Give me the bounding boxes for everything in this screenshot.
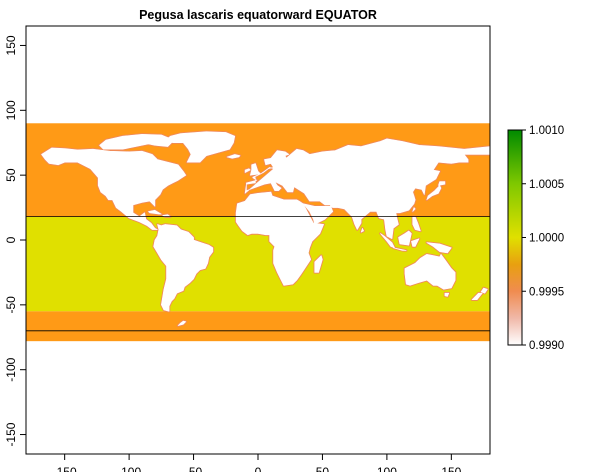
land-mass-4	[235, 191, 325, 286]
legend-tick-label-3: 1.0005	[529, 179, 564, 191]
land-mass-17	[438, 181, 446, 186]
y-tick-label-1: -100	[4, 357, 18, 381]
y-tick-label-4: 50	[4, 168, 18, 182]
x-tick-label-6: 150	[441, 465, 461, 472]
map-title: Pegusa lascaris equatorward EQUATOR	[139, 8, 377, 22]
land-mass-22	[148, 209, 162, 215]
y-tick-label-2: -50	[4, 296, 18, 314]
land-mass-24	[471, 292, 483, 301]
y-tick-label-6: 150	[4, 35, 18, 55]
land-mass-20	[360, 228, 365, 233]
land-mass-21	[226, 154, 241, 159]
legend-tick-label-2: 1.0000	[529, 233, 564, 245]
land-mass-15	[244, 168, 251, 173]
x-tick-label-5: 100	[377, 465, 397, 472]
land-mass-25	[480, 287, 488, 294]
legend-color-bar	[507, 129, 523, 346]
land-mass-5	[244, 138, 490, 239]
x-tick-label-3: 0	[255, 465, 262, 472]
x-tick-label-0: -150	[53, 465, 77, 472]
y-tick-label-5: 100	[4, 100, 18, 120]
reference-lines-layer	[26, 216, 490, 332]
land-mass-1	[153, 224, 214, 312]
land-mass-13	[426, 242, 452, 254]
land-mass-8	[314, 255, 323, 273]
land-mask-layer	[40, 130, 490, 327]
land-mass-2	[164, 131, 236, 163]
x-tick-label-4: 50	[316, 465, 330, 472]
y-tick-label-0: -150	[4, 422, 18, 446]
color-legend: 0.9990 0.9995 1.0000 1.0005 1.0010	[507, 125, 564, 352]
legend-tick-label-4: 1.0010	[529, 125, 564, 137]
land-mass-0	[41, 147, 187, 230]
land-mass-11	[398, 230, 412, 246]
y-tick-label-3: 0	[4, 236, 18, 243]
land-mass-14	[250, 163, 261, 176]
land-mass-6	[404, 254, 456, 290]
land-mass-12	[411, 238, 420, 247]
land-mass-18	[412, 207, 416, 212]
x-tick-label-1: -100	[117, 465, 141, 472]
legend-tick-label-1: 0.9995	[529, 286, 564, 298]
land-mass-26	[444, 292, 450, 297]
x-tick-label-2: -50	[185, 465, 203, 472]
land-mass-10	[392, 247, 407, 251]
land-mass-3	[99, 134, 175, 150]
legend-tick-label-0: 0.9990	[529, 340, 564, 352]
land-mass-16	[426, 185, 442, 201]
land-mass-7	[177, 320, 187, 326]
value-band-2	[26, 311, 490, 342]
axes-layer: -150 -100 -50 0 50 100 150 -150 -100 -50 0 50 100 150	[4, 35, 462, 472]
